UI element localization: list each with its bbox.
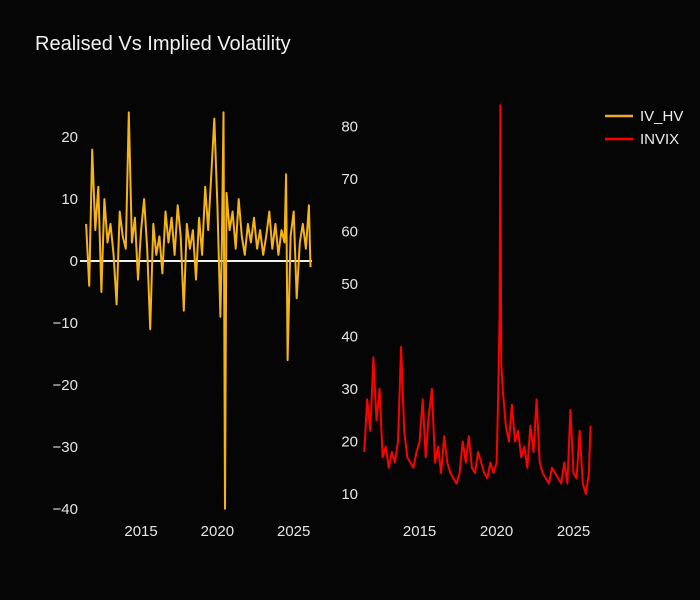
- invix-y-tick-label: 30: [341, 381, 358, 398]
- iv-hv-y-tick-label: −40: [53, 501, 78, 518]
- iv-hv-x-tick-label: 2015: [124, 523, 157, 540]
- invix-x-tick-label: 2020: [480, 523, 513, 540]
- legend-item-invix[interactable]: INVIX: [605, 131, 679, 148]
- invix-y-tick-label: 80: [341, 118, 358, 135]
- iv-hv-y-tick-label: 0: [70, 253, 78, 270]
- legend[interactable]: IV_HV INVIX: [605, 108, 683, 148]
- invix-y-tick-label: 50: [341, 276, 358, 293]
- invix-y-tick-label: 60: [341, 223, 358, 240]
- iv-hv-x-tick-label: 2020: [201, 523, 234, 540]
- invix-y-tick-label: 40: [341, 328, 358, 345]
- invix-x-tick-label: 2015: [403, 523, 436, 540]
- iv-hv-y-tick-label: −20: [53, 377, 78, 394]
- invix-y-axis: 80 70 60 50 40 30 20 10: [341, 118, 358, 503]
- iv-hv-y-axis: 20 10 0 −10 −20 −30 −40: [53, 129, 78, 518]
- iv-hv-y-tick-label: 20: [61, 129, 78, 146]
- invix-y-tick-label: 10: [341, 486, 358, 503]
- legend-label-iv-hv: IV_HV: [640, 108, 683, 125]
- iv-hv-y-tick-label: 10: [61, 191, 78, 208]
- invix-y-tick-label: 70: [341, 171, 358, 188]
- invix-x-axis: 2015 2020 2025: [403, 523, 590, 540]
- iv-hv-subplot: 20 10 0 −10 −20 −30 −40 2015 2020 2025: [53, 111, 312, 540]
- iv-hv-x-axis: 2015 2020 2025: [124, 523, 310, 540]
- invix-x-tick-label: 2025: [557, 523, 590, 540]
- invix-y-tick-label: 20: [341, 433, 358, 450]
- iv-hv-y-tick-label: −30: [53, 439, 78, 456]
- iv-hv-series-line: [85, 111, 312, 510]
- chart-title: Realised Vs Implied Volatility: [35, 33, 291, 55]
- iv-hv-y-tick-label: −10: [53, 315, 78, 332]
- invix-series-line: [363, 104, 592, 495]
- legend-label-invix: INVIX: [640, 131, 679, 148]
- legend-item-iv-hv[interactable]: IV_HV: [605, 108, 683, 125]
- iv-hv-x-tick-label: 2025: [277, 523, 310, 540]
